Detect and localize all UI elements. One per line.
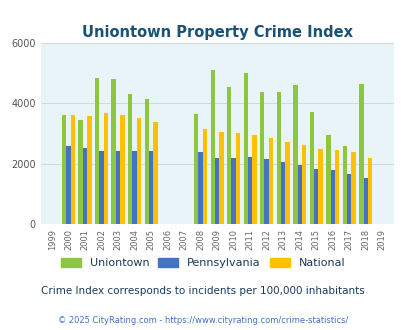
Bar — [219, 132, 223, 224]
Bar — [297, 164, 301, 224]
Bar — [104, 113, 108, 224]
Bar — [351, 152, 355, 224]
Bar — [71, 115, 75, 224]
Bar — [280, 162, 285, 224]
Bar — [99, 151, 104, 224]
Bar — [231, 158, 235, 224]
Bar — [358, 84, 362, 224]
Bar — [285, 142, 289, 224]
Bar — [116, 151, 120, 224]
Bar — [276, 92, 280, 224]
Bar — [62, 115, 66, 224]
Bar — [313, 169, 318, 224]
Bar — [247, 157, 252, 224]
Bar — [95, 78, 99, 224]
Bar — [259, 92, 264, 224]
Bar — [78, 120, 83, 224]
Bar — [342, 146, 346, 224]
Bar — [111, 79, 116, 224]
Bar — [128, 94, 132, 224]
Bar — [325, 135, 330, 224]
Text: Crime Index corresponds to incidents per 100,000 inhabitants: Crime Index corresponds to incidents per… — [41, 286, 364, 296]
Bar — [144, 99, 149, 224]
Legend: Uniontown, Pennsylvania, National: Uniontown, Pennsylvania, National — [56, 253, 349, 273]
Bar — [301, 145, 306, 224]
Bar — [318, 149, 322, 224]
Bar — [346, 174, 351, 224]
Bar — [292, 84, 297, 224]
Bar — [268, 138, 273, 224]
Bar — [120, 115, 125, 224]
Bar — [226, 87, 231, 224]
Bar — [202, 128, 207, 224]
Bar — [309, 112, 313, 224]
Bar — [243, 73, 247, 224]
Bar — [87, 116, 92, 224]
Bar — [136, 117, 141, 224]
Bar — [252, 135, 256, 224]
Bar — [367, 158, 371, 224]
Text: © 2025 CityRating.com - https://www.cityrating.com/crime-statistics/: © 2025 CityRating.com - https://www.city… — [58, 316, 347, 325]
Bar — [149, 151, 153, 224]
Title: Uniontown Property Crime Index: Uniontown Property Crime Index — [81, 25, 352, 40]
Bar — [194, 114, 198, 224]
Bar — [153, 122, 158, 224]
Bar — [264, 159, 268, 224]
Bar — [210, 70, 215, 224]
Bar — [235, 133, 240, 224]
Bar — [83, 148, 87, 224]
Bar — [330, 170, 334, 224]
Bar — [334, 150, 339, 224]
Bar — [215, 158, 219, 224]
Bar — [66, 147, 71, 224]
Bar — [198, 152, 202, 224]
Bar — [132, 151, 136, 224]
Bar — [362, 179, 367, 224]
